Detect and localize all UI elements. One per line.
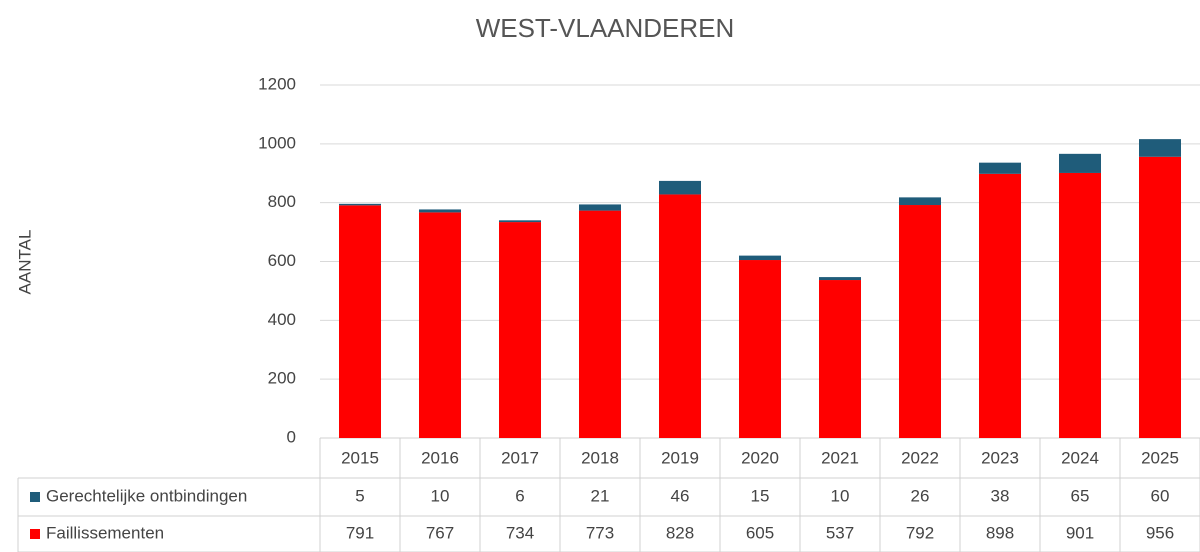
bar-segment: [979, 173, 1021, 439]
x-tick-label: 2016: [421, 448, 459, 467]
table-value: 6: [515, 486, 524, 505]
bar-segment: [659, 180, 701, 195]
table-value: 956: [1146, 523, 1174, 542]
bar-segment: [499, 220, 541, 223]
y-tick-label: 0: [287, 427, 296, 446]
bar-segment: [899, 197, 941, 206]
x-tick-label: 2022: [901, 448, 939, 467]
chart-title: WEST-VLAANDEREN: [476, 13, 735, 43]
x-tick-label: 2023: [981, 448, 1019, 467]
table-value: 60: [1151, 486, 1170, 505]
table-value: 5: [355, 486, 364, 505]
x-tick-label: 2015: [341, 448, 379, 467]
bar-segment: [339, 203, 381, 206]
table-value: 65: [1071, 486, 1090, 505]
bar-segment: [659, 194, 701, 438]
y-tick-label: 600: [268, 251, 296, 270]
y-tick-label: 1000: [258, 133, 296, 152]
table-value: 773: [586, 523, 614, 542]
table-value: 15: [751, 486, 770, 505]
bar-segment: [579, 210, 621, 438]
bar-segment: [419, 212, 461, 438]
x-tick-label: 2020: [741, 448, 779, 467]
table-value: 734: [506, 523, 534, 542]
y-tick-label: 400: [268, 310, 296, 329]
bar-segment: [819, 280, 861, 438]
table-value: 792: [906, 523, 934, 542]
y-tick-label: 800: [268, 192, 296, 211]
x-tick-label: 2018: [581, 448, 619, 467]
bar-segment: [419, 209, 461, 213]
table-value: 605: [746, 523, 774, 542]
x-tick-label: 2019: [661, 448, 699, 467]
x-tick-label: 2021: [821, 448, 859, 467]
table-value: 828: [666, 523, 694, 542]
x-tick-label: 2017: [501, 448, 539, 467]
bar-segment: [1139, 139, 1181, 157]
x-tick-label: 2025: [1141, 448, 1179, 467]
table-value: 10: [831, 486, 850, 505]
y-tick-label: 200: [268, 369, 296, 388]
bar-segment: [499, 222, 541, 438]
bar-segment: [579, 204, 621, 211]
table-value: 38: [991, 486, 1010, 505]
legend-label: Gerechtelijke ontbindingen: [46, 486, 247, 505]
table-value: 46: [671, 486, 690, 505]
table-value: 767: [426, 523, 454, 542]
legend-swatch: [30, 529, 40, 539]
bar-segment: [899, 205, 941, 438]
x-tick-label: 2024: [1061, 448, 1099, 467]
bar-segment: [339, 205, 381, 438]
bar-segment: [1139, 156, 1181, 438]
y-tick-label: 1200: [258, 74, 296, 93]
bar-segment: [1059, 153, 1101, 173]
table-value: 537: [826, 523, 854, 542]
bar-segment: [979, 162, 1021, 174]
y-axis-label: AANTAL: [15, 230, 34, 295]
bar-segment: [1059, 172, 1101, 439]
table-value: 901: [1066, 523, 1094, 542]
legend-label: Faillissementen: [46, 523, 164, 542]
bar-segment: [819, 277, 861, 281]
bar-segment: [739, 260, 781, 438]
table-value: 10: [431, 486, 450, 505]
table-value: 21: [591, 486, 610, 505]
table-value: 898: [986, 523, 1014, 542]
table-value: 26: [911, 486, 930, 505]
bar-segment: [739, 255, 781, 261]
legend-swatch: [30, 492, 40, 502]
table-value: 791: [346, 523, 374, 542]
